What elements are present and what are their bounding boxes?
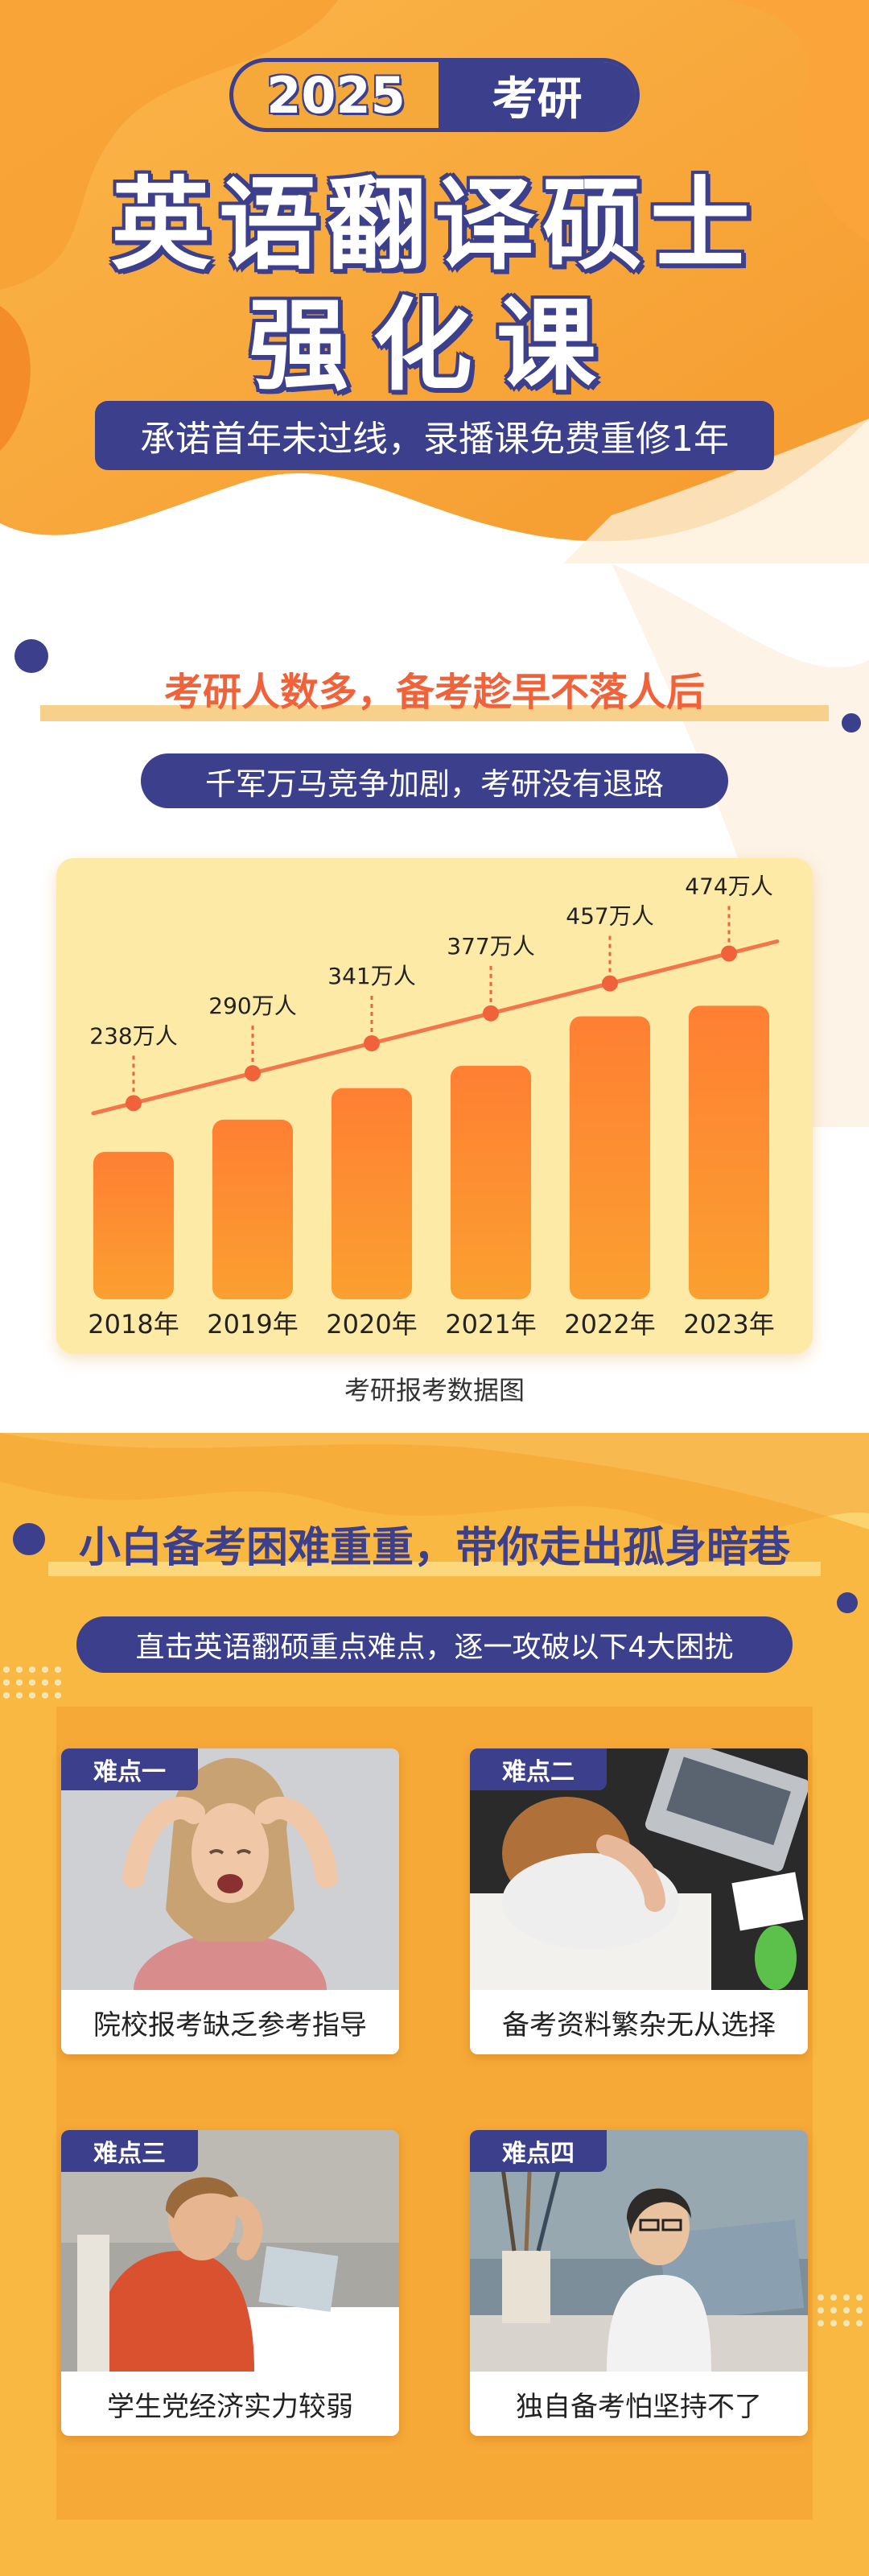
difficulties-panel: 难点一 院校报考缺乏参考指导 难点二 备考资料繁杂无从选择 <box>56 1707 813 2520</box>
student-at-desk-photo <box>61 2130 399 2372</box>
main-title-line2: 强化课 <box>248 288 620 404</box>
trend-point <box>602 975 618 992</box>
bar-2019年 <box>212 1119 293 1299</box>
decor-dot-grid <box>805 2294 863 2326</box>
x-tick-label: 2018年 <box>88 1309 179 1340</box>
decor-dot <box>14 639 48 673</box>
trend-point <box>364 1035 380 1052</box>
bar-2023年 <box>689 1005 769 1299</box>
x-tick-label: 2023年 <box>683 1309 774 1340</box>
applicants-chart: 2018年 2019年 2020年 2021年 2022年 2023年 238万人 290万人… <box>56 858 813 1354</box>
x-tick-label: 2019年 <box>207 1309 298 1340</box>
difficulties-heading: 小白备考困难重重，带你走出孤身暗巷 <box>78 1524 790 1572</box>
difficulty-caption: 院校报考缺乏参考指导 <box>61 1990 399 2054</box>
trend-point <box>245 1065 261 1082</box>
applicants-chart-svg: 2018年 2019年 2020年 2021年 2022年 2023年 238万人 290万人… <box>88 873 780 1340</box>
trend-line <box>91 939 780 1116</box>
difficulty-tag: 难点二 <box>470 1748 607 1790</box>
bar-2022年 <box>570 1016 650 1299</box>
decor-dot <box>842 713 861 733</box>
difficulties-subheading: 直击英语翻硕重点难点，逐一攻破以下4大困扰 <box>76 1616 793 1673</box>
trend-point <box>483 1005 499 1022</box>
tired-student-laptop-photo <box>470 1748 808 1990</box>
bar-2018年 <box>93 1151 174 1299</box>
bar-2020年 <box>332 1088 412 1299</box>
difficulty-card-4: 难点四 独自备考怕坚持不了 <box>470 2130 808 2436</box>
exam-label: 考研 <box>439 62 636 128</box>
difficulties-section: 小白备考困难重重，带你走出孤身暗巷 直击英语翻硕重点难点，逐一攻破以下4大困扰 <box>0 1433 869 2576</box>
decor-dot-grid <box>3 1666 61 1699</box>
x-tick-label: 2021年 <box>445 1309 536 1340</box>
difficulty-tag: 难点三 <box>61 2130 198 2172</box>
difficulty-tag: 难点四 <box>470 2130 607 2172</box>
year-label: 2025 <box>266 65 406 125</box>
difficulty-caption: 备考资料繁杂无从选择 <box>470 1990 808 2054</box>
x-tick-label: 2022年 <box>564 1309 655 1340</box>
main-title-line1: 英语翻译硕士 <box>110 167 758 283</box>
trend-point <box>126 1095 142 1112</box>
promise-banner: 承诺首年未过线，录播课免费重修1年 <box>95 401 774 470</box>
heading-underline <box>48 1562 821 1576</box>
difficulty-card-3: 难点三 学生党经济实力较弱 <box>61 2130 399 2436</box>
value-label: 290万人 <box>208 993 296 1019</box>
x-tick-label: 2020年 <box>326 1309 417 1340</box>
difficulty-card-1: 难点一 院校报考缺乏参考指导 <box>61 1748 399 2054</box>
value-label: 474万人 <box>685 873 772 899</box>
trend-point <box>721 945 737 962</box>
difficulty-caption: 独自备考怕坚持不了 <box>470 2372 808 2436</box>
decor-dot <box>13 1523 45 1555</box>
difficulty-caption: 学生党经济实力较弱 <box>61 2372 399 2436</box>
value-label: 457万人 <box>566 903 653 930</box>
value-label: 238万人 <box>89 1022 177 1049</box>
stats-subheading: 千军万马竞争加剧，考研没有退路 <box>141 753 728 808</box>
value-label: 341万人 <box>327 963 415 989</box>
chart-caption: 考研报考数据图 <box>344 1375 525 1406</box>
bar-2021年 <box>451 1066 531 1299</box>
difficulty-tag: 难点一 <box>61 1748 198 1790</box>
worried-student-photo <box>470 2130 808 2372</box>
difficulty-card-2: 难点二 备考资料繁杂无从选择 <box>470 1748 808 2054</box>
difficulties-background-wave <box>0 1433 869 1533</box>
stats-heading: 考研人数多，备考趁早不落人后 <box>163 670 705 715</box>
year-exam-badge: 2025 考研 <box>229 58 640 132</box>
stats-section: 考研人数多，备考趁早不落人后 千军万马竞争加剧，考研没有退路 2018年 2019… <box>0 564 869 1433</box>
decor-dot <box>837 1592 858 1613</box>
value-label: 377万人 <box>447 933 534 960</box>
hero-banner: 2025 考研 英语翻译硕士 强化课 承诺首年未过线，录播课免费重修1年 <box>0 0 869 564</box>
heading-underline <box>40 705 829 721</box>
